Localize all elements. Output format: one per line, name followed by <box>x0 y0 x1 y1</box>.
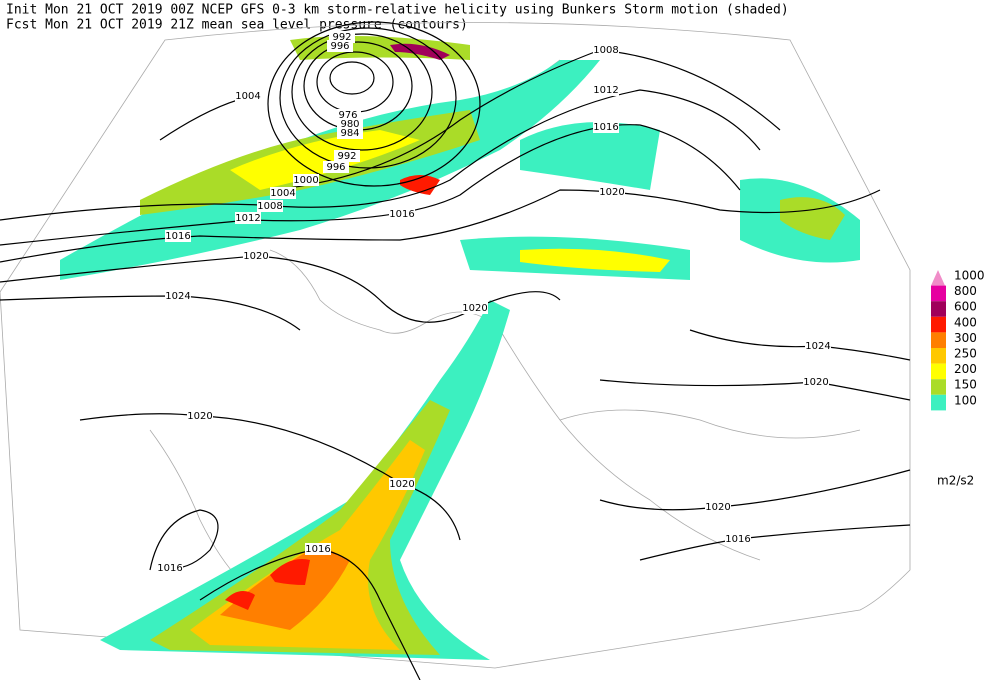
contour-label-bg <box>235 90 261 102</box>
contour-label: 1012 <box>235 213 260 224</box>
contour-label-bg <box>805 340 831 352</box>
legend-swatch <box>931 394 946 411</box>
contour-label: 980 <box>340 119 359 130</box>
contour-label-bg <box>337 127 363 139</box>
contour-label-bg <box>235 212 261 224</box>
contour-label-bg <box>327 40 353 52</box>
contour-label-bg <box>165 230 191 242</box>
legend-swatch <box>931 332 946 348</box>
contour-label-bg <box>187 410 213 422</box>
contour-label-bg <box>803 376 829 388</box>
contour-label: 984 <box>340 128 359 139</box>
contour-label-bg <box>705 501 731 513</box>
legend-label: 600 <box>954 300 977 314</box>
contour-label: 1020 <box>599 187 624 198</box>
contour-label: 1008 <box>593 45 618 56</box>
contour-label: 1012 <box>593 85 618 96</box>
contour-label: 1024 <box>805 341 830 352</box>
contour-label: 1016 <box>389 209 414 220</box>
contour-label-bg <box>725 533 751 545</box>
contour-label: 1004 <box>270 188 295 199</box>
contour-label: 996 <box>326 162 345 173</box>
contour-label: 1016 <box>165 231 190 242</box>
contour-label: 1020 <box>389 479 414 490</box>
legend-label: 1000 <box>954 269 985 283</box>
contour-label: 996 <box>330 41 349 52</box>
contour-label-bg <box>157 562 183 574</box>
legend-swatch <box>931 270 945 286</box>
header-line: Init Mon 21 OCT 2019 00Z NCEP GFS 0-3 km… <box>6 3 789 18</box>
contour-label: 1008 <box>257 201 282 212</box>
isobars <box>0 21 911 680</box>
legend-swatch <box>931 301 946 317</box>
legend-label: 200 <box>954 362 977 376</box>
contour-label: 1004 <box>235 91 260 102</box>
legend-label: 100 <box>954 393 977 407</box>
legend-label: 150 <box>954 378 977 392</box>
contour-label: 1016 <box>725 534 750 545</box>
contour-label-bg <box>243 250 269 262</box>
contour-label-bg <box>270 187 296 199</box>
contour-label: 1024 <box>165 291 190 302</box>
contour-label: 1000 <box>293 175 318 186</box>
contour-label: 1016 <box>593 122 618 133</box>
contour-label-bg <box>389 478 415 490</box>
contour-label-bg <box>334 150 360 162</box>
legend-swatch <box>931 379 946 395</box>
contour-label: 1020 <box>462 303 487 314</box>
contour-label-bg <box>257 200 283 212</box>
contour-label: 1020 <box>243 251 268 262</box>
contour-label: 1016 <box>305 544 330 555</box>
legend-label: 250 <box>954 347 977 361</box>
contour-label-bg <box>593 121 619 133</box>
legend-unit: m2/s2 <box>937 474 974 488</box>
contour-label: 992 <box>337 151 356 162</box>
legend-label: 400 <box>954 315 977 329</box>
contour-label-bg <box>293 174 319 186</box>
contour-label-bg <box>593 44 619 56</box>
contour-label: 976 <box>338 110 357 121</box>
contour-label-bg <box>165 290 191 302</box>
legend-swatch <box>931 316 946 333</box>
contour-label-bg <box>389 208 415 220</box>
legend-swatch <box>931 363 946 380</box>
legend-swatch <box>931 285 946 302</box>
contour-label: 1020 <box>803 377 828 388</box>
header-line: Fcst Mon 21 OCT 2019 21Z mean sea level … <box>6 18 468 33</box>
contour-label: 1016 <box>157 563 182 574</box>
legend-swatch <box>931 348 946 364</box>
contour-label: 1020 <box>705 502 730 513</box>
legend-label: 800 <box>954 284 977 298</box>
contour-label-bg <box>599 186 625 198</box>
contour-label: 1020 <box>187 411 212 422</box>
map-outline <box>0 22 911 669</box>
legend-label: 300 <box>954 331 977 345</box>
contour-label-bg <box>462 302 488 314</box>
contour-label-bg <box>323 161 349 173</box>
contour-label-bg <box>593 84 619 96</box>
contour-label: 992 <box>332 32 351 43</box>
contour-label-bg <box>305 543 331 555</box>
